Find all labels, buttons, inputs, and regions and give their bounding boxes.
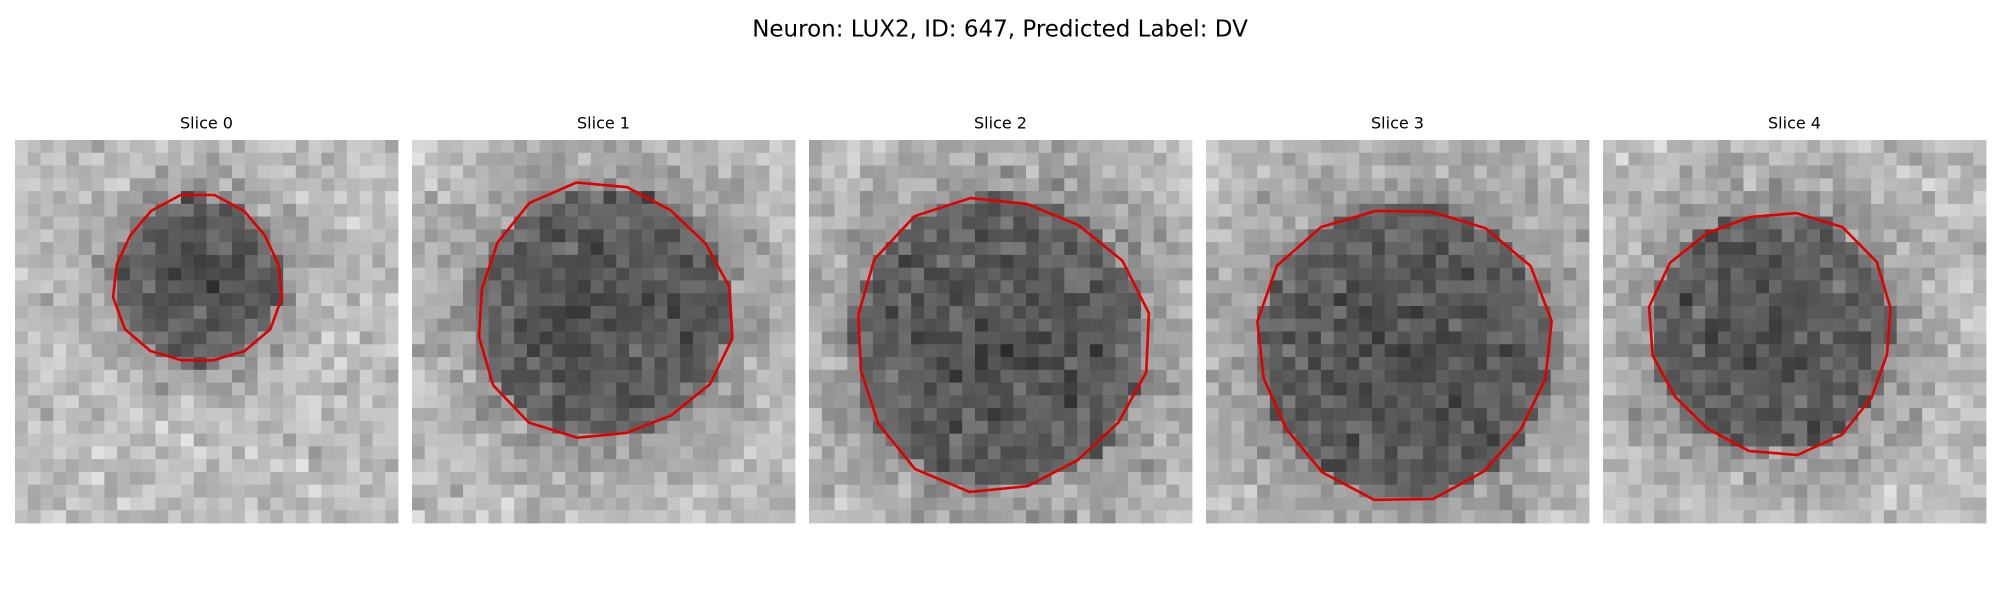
slice-panel: Slice 0 bbox=[15, 114, 399, 524]
slice-image bbox=[412, 140, 796, 524]
panels: Slice 0 Slice 1 Slice 2 Slice 3 Slice 4 bbox=[15, 114, 1987, 524]
roi-contour bbox=[477, 181, 734, 440]
roi-contour bbox=[111, 193, 284, 362]
slice-panel: Slice 1 bbox=[412, 114, 796, 524]
panel-title: Slice 0 bbox=[180, 114, 233, 133]
slice-panel: Slice 2 bbox=[809, 114, 1193, 524]
panel-title: Slice 1 bbox=[577, 114, 630, 133]
figure-title: Neuron: LUX2, ID: 647, Predicted Label: … bbox=[752, 17, 1248, 43]
roi-contour bbox=[1256, 209, 1553, 502]
panel-title: Slice 3 bbox=[1371, 114, 1424, 133]
roi-contour bbox=[1647, 211, 1892, 457]
slice-image bbox=[15, 140, 399, 524]
slice-panel: Slice 3 bbox=[1206, 114, 1590, 524]
slice-image bbox=[809, 140, 1193, 524]
panel-title: Slice 2 bbox=[974, 114, 1027, 133]
panel-title: Slice 4 bbox=[1768, 114, 1821, 133]
slice-image bbox=[1603, 140, 1987, 524]
roi-contour bbox=[856, 196, 1151, 494]
slice-panel: Slice 4 bbox=[1603, 114, 1987, 524]
slice-image bbox=[1206, 140, 1590, 524]
